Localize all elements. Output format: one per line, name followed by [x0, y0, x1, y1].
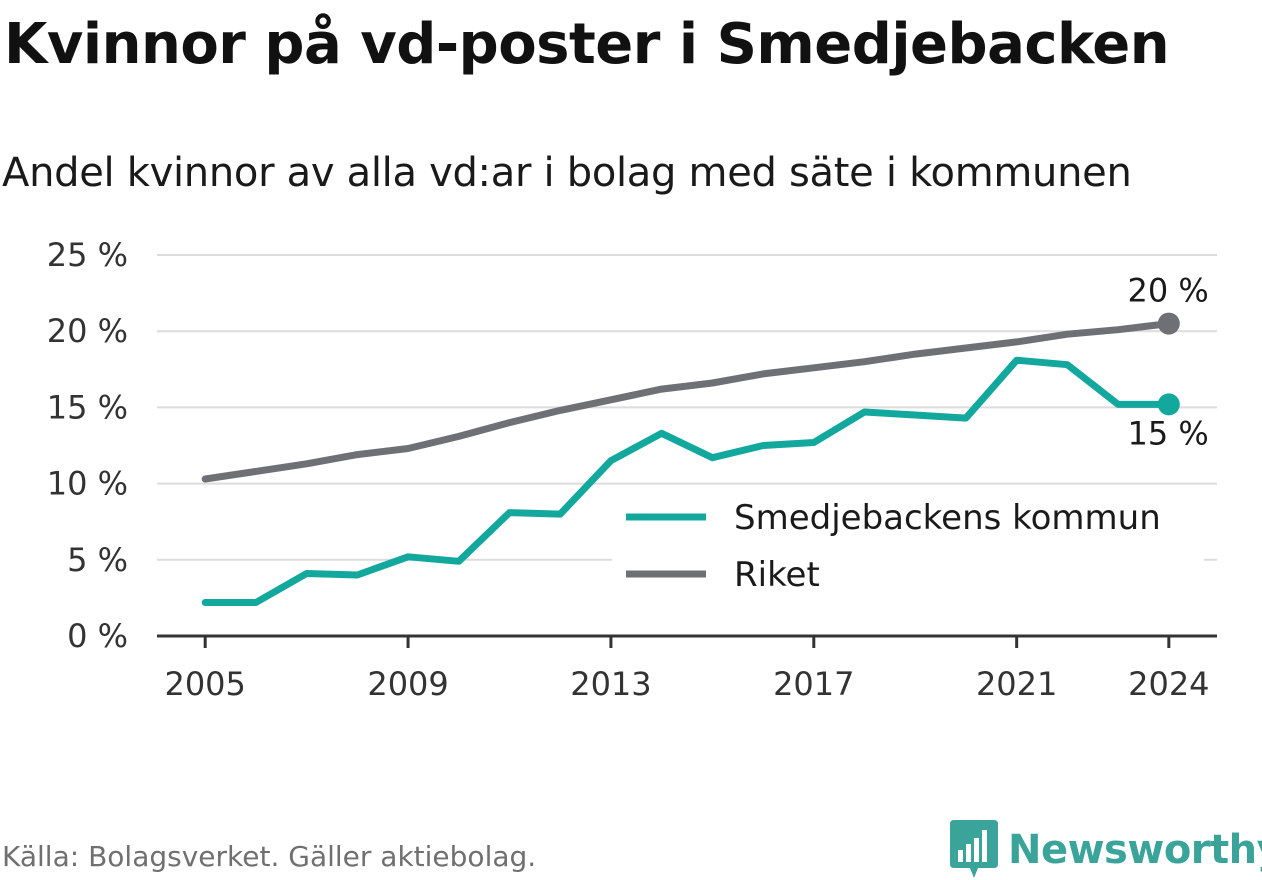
- chart-title: Kvinnor på vd-poster i Smedjebacken: [4, 12, 1170, 77]
- legend-label-0: Smedjebackens kommun: [734, 498, 1161, 538]
- series-lines: 20 % 15 %: [201, 272, 1209, 606]
- source-note: Källa: Bolagsverket. Gäller aktiebolag.: [2, 840, 537, 873]
- x-tick-label: 2017: [773, 665, 854, 703]
- brand-name: Newsworthy: [1008, 827, 1262, 873]
- x-axis-ticks: 2005 2009 2013 2017 2021 2024: [164, 636, 1210, 703]
- legend: Smedjebackens kommun Riket: [612, 488, 1204, 598]
- y-tick-label: 0 %: [67, 617, 128, 655]
- legend-background: [612, 488, 1204, 598]
- x-tick-label: 2024: [1128, 665, 1209, 703]
- series-end-label-1: 20 %: [1128, 272, 1209, 310]
- grid-lines: [157, 254, 1217, 638]
- series-end-label-0: 15 %: [1128, 414, 1209, 452]
- x-tick-label: 2021: [976, 665, 1057, 703]
- x-tick-label: 2013: [570, 665, 651, 703]
- newsworthy-logo: Newsworthy: [950, 820, 1262, 880]
- y-tick-label: 5 %: [67, 541, 128, 579]
- newsworthy-logo-icon: [950, 820, 998, 878]
- x-tick-label: 2005: [164, 665, 245, 703]
- y-tick-label: 20 %: [47, 312, 128, 350]
- chart-subtitle: Andel kvinnor av alla vd:ar i bolag med …: [2, 150, 1132, 196]
- series-line-0: [201, 356, 1173, 606]
- y-tick-label: 10 %: [47, 465, 128, 503]
- x-tick-label: 2009: [367, 665, 448, 703]
- series-line-1: [201, 320, 1173, 483]
- series-end-point-0: [1157, 393, 1180, 416]
- y-tick-label: 25 %: [47, 236, 128, 274]
- y-axis-ticks: 0 % 5 % 10 % 15 % 20 % 25 %: [47, 236, 128, 655]
- y-tick-label: 15 %: [47, 388, 128, 426]
- legend-label-1: Riket: [734, 555, 820, 595]
- series-end-point-1: [1157, 312, 1180, 335]
